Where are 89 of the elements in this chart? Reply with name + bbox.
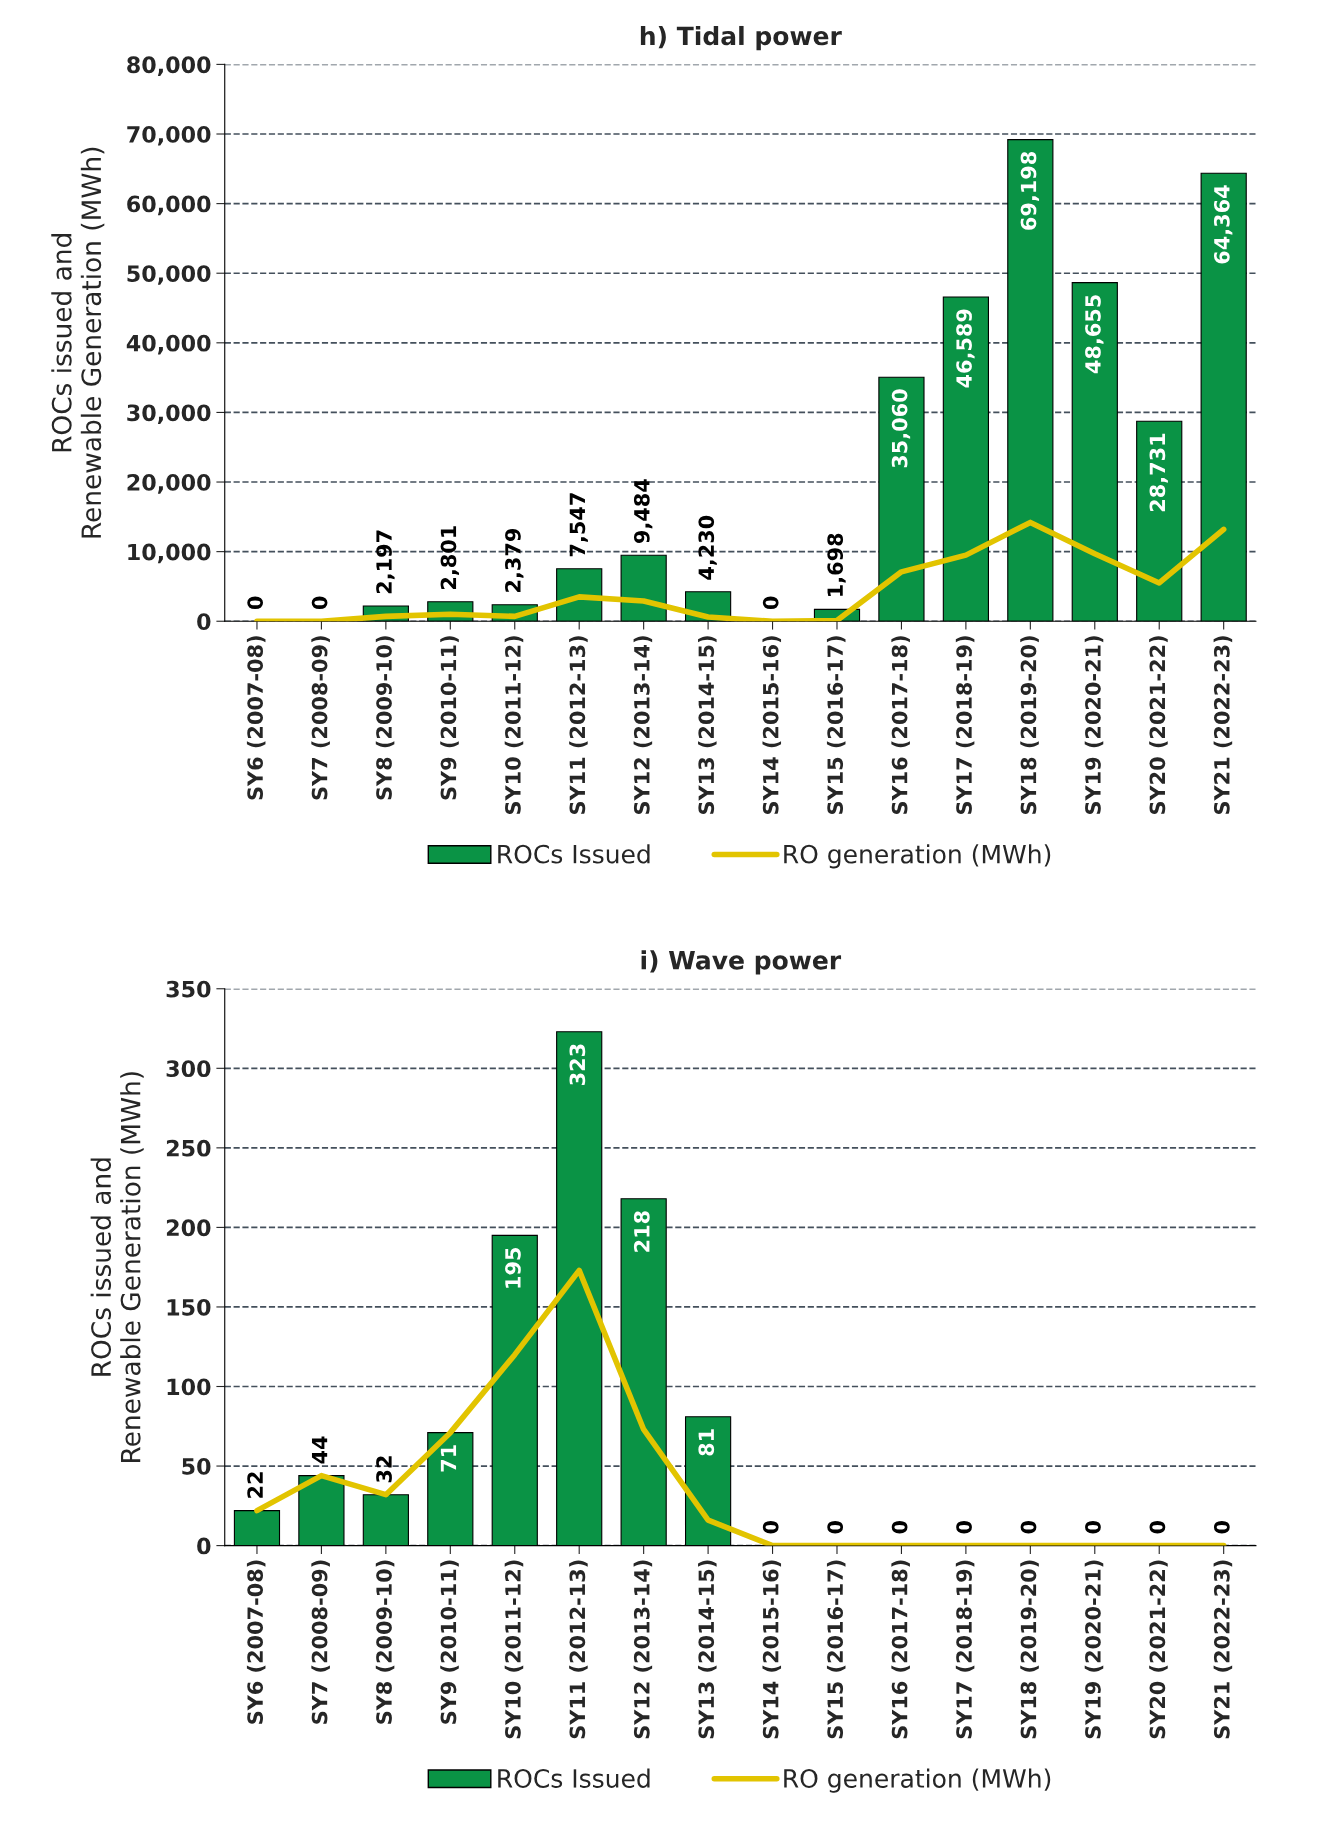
- x-tick-label: SY16 (2017-18): [891, 636, 910, 814]
- y-tick-label: 20,000: [127, 473, 211, 494]
- x-tick-label: SY15 (2016-17): [826, 1560, 846, 1739]
- data-label: 9,484: [633, 479, 653, 544]
- data-label: 0: [891, 1520, 908, 1534]
- x-tick-label: SY7 (2008-09): [311, 636, 330, 800]
- data-label: 0: [762, 596, 779, 610]
- data-label: 0: [956, 1520, 972, 1534]
- y-axis-title: ROCs issued and Renewable Generation (MWh): [51, 147, 105, 538]
- x-tick-label: SY19 (2020-21): [1084, 1560, 1104, 1739]
- data-label: 1,698: [827, 533, 846, 596]
- data-label: 323: [569, 1044, 586, 1085]
- x-tick-label: SY11 (2012-13): [569, 1560, 588, 1739]
- data-label: 28,731: [1149, 433, 1168, 512]
- x-tick-label: SY9 (2010-11): [440, 636, 459, 800]
- data-label: 0: [247, 596, 264, 610]
- chart-title: h) Tidal power: [640, 25, 842, 51]
- x-tick-label: SY18 (2019-20): [1020, 1560, 1039, 1739]
- legend-label: ROCs Issued: [498, 844, 650, 864]
- y-tick-label: 300: [166, 1060, 211, 1078]
- data-label: 0: [762, 1520, 779, 1534]
- data-label: 0: [1020, 1520, 1037, 1534]
- y-tick-label: 40,000: [126, 334, 211, 355]
- x-tick-label: SY15 (2016-17): [826, 636, 846, 814]
- x-tick-label: SY18 (2019-20): [1020, 636, 1039, 814]
- data-label: 0: [311, 596, 328, 610]
- y-tick-label: 250: [166, 1139, 211, 1157]
- y-tick-label: 60,000: [127, 195, 211, 216]
- x-tick-label: SY14 (2015-16): [762, 1560, 782, 1739]
- data-label: 0: [827, 1520, 844, 1534]
- x-tick-label: SY9 (2010-11): [440, 1560, 459, 1724]
- y-tick-label: 70,000: [127, 125, 211, 146]
- data-label: 7,547: [569, 493, 588, 557]
- x-tick-label: SY14 (2015-16): [762, 636, 782, 814]
- legend-label: RO generation (MWh): [784, 844, 1051, 869]
- y-axis-title: ROCs issued and Renewable Generation (MWh): [90, 1072, 144, 1462]
- chart-title: i) Wave power: [641, 950, 842, 975]
- x-tick-label: SY20 (2021-22): [1149, 636, 1168, 814]
- y-tick-label: 0: [197, 613, 211, 630]
- data-label: 218: [633, 1211, 650, 1252]
- x-tick-label: SY19 (2020-21): [1084, 636, 1104, 814]
- data-label: 48,655: [1085, 295, 1104, 374]
- x-tick-label: SY12 (2013-14): [633, 636, 653, 814]
- x-tick-label: SY21 (2022-23): [1213, 636, 1233, 814]
- x-tick-label: SY7 (2008-09): [311, 1560, 330, 1724]
- legend-label: ROCs Issued: [498, 1768, 650, 1788]
- x-tick-label: SY12 (2013-14): [633, 1560, 653, 1739]
- data-label: 22: [247, 1472, 263, 1498]
- data-label: 64,364: [1213, 185, 1233, 264]
- data-label: 35,060: [891, 389, 911, 468]
- x-tick-label: SY16 (2017-18): [891, 1560, 910, 1739]
- y-tick-label: 200: [166, 1219, 211, 1237]
- data-label: 81: [698, 1429, 715, 1456]
- data-label: 2,801: [440, 526, 460, 589]
- y-tick-label: 150: [167, 1298, 211, 1316]
- y-tick-label: 0: [197, 1537, 211, 1555]
- x-tick-label: SY10 (2011-12): [504, 1560, 524, 1739]
- y-tick-label: 30,000: [127, 404, 211, 425]
- data-label: 0: [1213, 1520, 1230, 1534]
- data-label: 2,379: [505, 528, 524, 592]
- x-tick-label: SY13 (2014-15): [698, 636, 717, 814]
- y-tick-label: 50,000: [127, 265, 211, 285]
- y-tick-label: 80,000: [127, 56, 211, 76]
- data-label: 46,589: [956, 309, 975, 388]
- x-tick-label: SY17 (2018-19): [955, 1560, 975, 1739]
- data-label: 44: [311, 1436, 328, 1464]
- x-tick-label: SY6 (2007-08): [246, 636, 266, 800]
- data-label: 195: [505, 1247, 521, 1288]
- x-tick-label: SY13 (2014-15): [698, 1560, 717, 1739]
- data-label: 32: [376, 1456, 392, 1483]
- x-tick-label: SY8 (2009-10): [375, 1560, 395, 1724]
- data-label: 0: [1149, 1520, 1166, 1534]
- data-label: 4,230: [698, 515, 717, 580]
- x-tick-label: SY21 (2022-23): [1213, 1560, 1233, 1739]
- x-tick-label: SY11 (2012-13): [569, 636, 588, 814]
- x-tick-label: SY10 (2011-12): [504, 636, 524, 814]
- x-tick-label: SY20 (2021-22): [1149, 1560, 1168, 1739]
- data-label: 71: [440, 1445, 457, 1472]
- legend-label: RO generation (MWh): [784, 1768, 1051, 1793]
- data-label: 69,198: [1020, 152, 1040, 230]
- data-label: 2,197: [376, 530, 395, 594]
- x-tick-label: SY17 (2018-19): [955, 636, 975, 814]
- y-tick-label: 10,000: [128, 543, 211, 564]
- x-tick-label: SY8 (2009-10): [375, 636, 395, 800]
- y-tick-label: 100: [167, 1378, 211, 1396]
- x-tick-label: SY6 (2007-08): [246, 1560, 266, 1724]
- data-label: 0: [1085, 1520, 1101, 1534]
- y-tick-label: 50: [182, 1458, 211, 1475]
- y-tick-label: 350: [166, 980, 211, 998]
